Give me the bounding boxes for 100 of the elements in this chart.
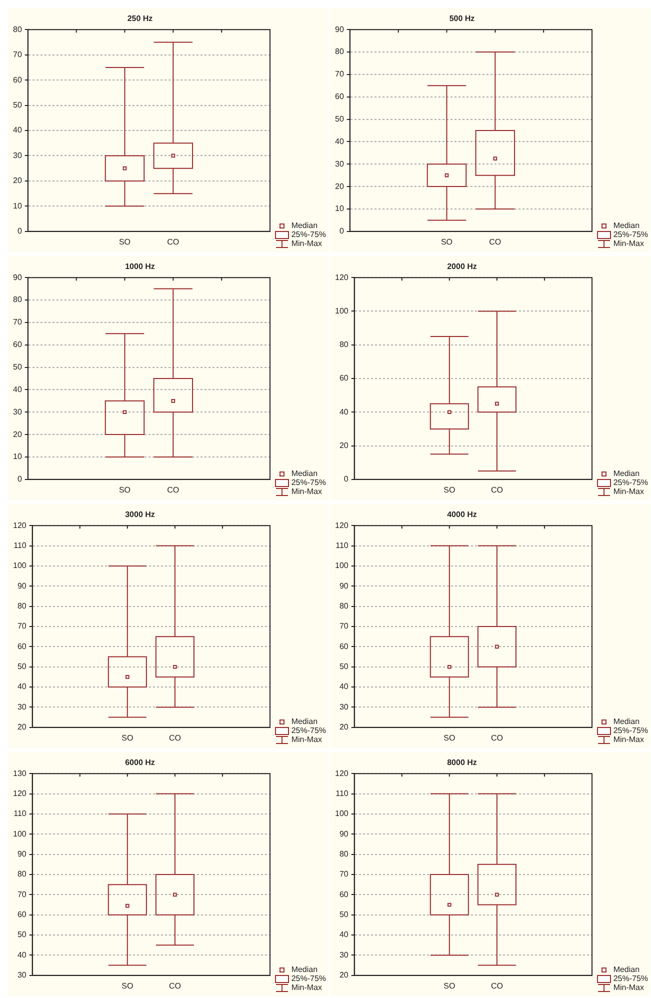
- y-tick-label: 120: [334, 520, 349, 530]
- y-tick-label: 80: [17, 602, 27, 611]
- y-tick-label: 50: [334, 114, 344, 124]
- text: Min-Max: [613, 983, 644, 992]
- text: Median: [613, 469, 640, 478]
- y-tick-label: 70: [12, 50, 22, 60]
- y-tick-label: 20: [17, 722, 27, 732]
- y-tick-label: 80: [17, 870, 27, 879]
- text: Median: [613, 965, 640, 974]
- y-tick-label: 40: [12, 384, 22, 394]
- text: 25%-75%: [291, 974, 326, 983]
- text: Min-Max: [291, 983, 322, 992]
- text: 25%-75%: [291, 478, 326, 487]
- x-tick-label: SO: [118, 237, 131, 246]
- chart-title: 2000 Hz: [447, 262, 477, 272]
- text: Min-Max: [613, 239, 644, 248]
- y-tick-label: 50: [339, 662, 349, 672]
- y-tick-label: 20: [339, 970, 349, 980]
- y-tick-label: 80: [339, 340, 349, 350]
- x-tick-label: CO: [489, 237, 502, 246]
- y-tick-label: 60: [17, 642, 27, 651]
- chart-title: 3000 Hz: [125, 510, 155, 520]
- y-tick-label: 80: [339, 850, 349, 859]
- y-tick-label: 110: [336, 540, 349, 550]
- y-tick-label: 90: [17, 850, 27, 859]
- y-tick-label: 60: [12, 340, 22, 350]
- y-tick-label: 0: [339, 226, 344, 236]
- y-tick-label: 40: [339, 407, 349, 416]
- y-tick-label: 90: [339, 581, 349, 590]
- text: Median: [613, 717, 640, 726]
- y-tick-label: 80: [334, 47, 344, 56]
- y-tick-label: 10: [12, 452, 22, 462]
- y-tick-label: 70: [334, 70, 344, 79]
- y-tick-label: 20: [339, 440, 349, 450]
- y-tick-label: 30: [339, 702, 349, 712]
- text: Median: [291, 221, 318, 230]
- text: Median: [613, 221, 640, 230]
- text: Median: [291, 965, 318, 974]
- y-tick-label: 50: [12, 100, 22, 110]
- y-tick-label: 0: [17, 474, 22, 484]
- x-tick-label: SO: [122, 733, 134, 742]
- chart-title: 250 Hz: [127, 14, 153, 24]
- x-tick-label: SO: [444, 733, 456, 742]
- y-tick-label: 20: [339, 722, 349, 732]
- x-tick-label: CO: [490, 733, 503, 742]
- y-tick-label: 40: [17, 950, 27, 960]
- x-tick-label: SO: [118, 485, 131, 494]
- y-tick-label: 30: [17, 970, 27, 980]
- text: Min-Max: [613, 487, 644, 496]
- y-tick-label: 100: [12, 561, 27, 570]
- text: Min-Max: [291, 239, 322, 248]
- chart-title: 1000 Hz: [125, 262, 155, 272]
- y-tick-label: 90: [12, 272, 22, 282]
- y-tick-label: 70: [12, 318, 22, 327]
- y-tick-label: 30: [12, 150, 22, 160]
- y-tick-label: 110: [336, 788, 349, 798]
- y-tick-label: 30: [339, 950, 349, 960]
- x-tick-label: CO: [167, 485, 180, 494]
- y-tick-label: 90: [17, 581, 27, 590]
- y-tick-label: 120: [12, 788, 27, 798]
- text: Median: [291, 717, 318, 726]
- y-tick-label: 50: [17, 930, 27, 940]
- y-tick-label: 120: [334, 768, 349, 778]
- y-tick-label: 0: [17, 226, 22, 236]
- y-tick-label: 100: [334, 306, 349, 316]
- y-tick-label: 70: [17, 890, 27, 899]
- y-tick-label: 20: [12, 176, 22, 186]
- y-tick-label: 60: [339, 890, 349, 899]
- y-tick-label: 80: [339, 602, 349, 611]
- text: Median: [291, 469, 318, 478]
- y-tick-label: 50: [12, 362, 22, 372]
- y-tick-label: 40: [339, 682, 349, 692]
- y-tick-label: 50: [17, 662, 27, 672]
- y-tick-label: 60: [339, 642, 349, 651]
- x-tick-label: SO: [122, 981, 134, 990]
- y-tick-label: 130: [12, 768, 27, 778]
- y-tick-label: 90: [339, 829, 349, 838]
- y-tick-label: 120: [334, 272, 349, 282]
- x-tick-label: CO: [168, 981, 181, 990]
- chart-title: 8000 Hz: [447, 758, 477, 768]
- text: 25%-75%: [291, 230, 326, 239]
- y-tick-label: 20: [334, 182, 344, 191]
- x-tick-label: CO: [490, 485, 503, 494]
- y-tick-label: 20: [12, 430, 22, 439]
- chart-title: 500 Hz: [449, 14, 475, 24]
- y-tick-label: 80: [12, 24, 22, 34]
- x-tick-label: SO: [444, 485, 456, 494]
- y-tick-label: 80: [12, 295, 22, 304]
- text: 25%-75%: [613, 726, 648, 735]
- y-tick-label: 120: [12, 520, 27, 530]
- y-tick-label: 70: [17, 622, 27, 631]
- y-tick-label: 0: [344, 474, 349, 484]
- y-tick-label: 40: [17, 682, 27, 692]
- y-tick-label: 40: [12, 126, 22, 135]
- text: Min-Max: [291, 487, 322, 496]
- y-tick-label: 100: [334, 809, 349, 818]
- y-tick-label: 110: [14, 540, 27, 550]
- x-tick-label: CO: [167, 237, 180, 246]
- y-tick-label: 100: [334, 561, 349, 570]
- x-tick-label: CO: [168, 733, 181, 742]
